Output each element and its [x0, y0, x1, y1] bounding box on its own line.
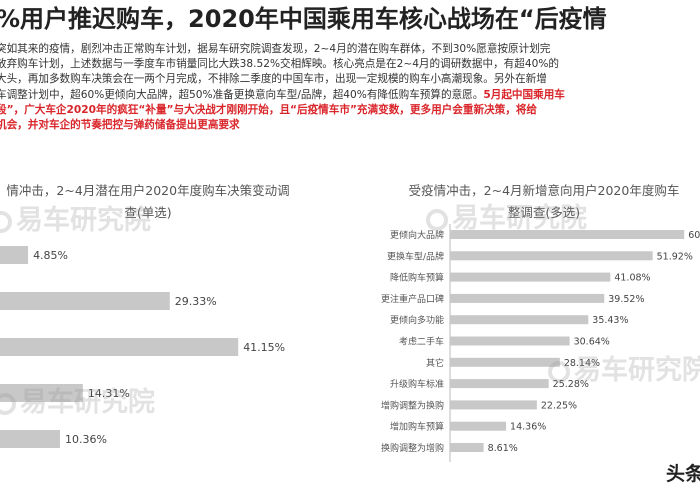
right-chart-value-label: 25.28%	[553, 379, 589, 390]
right-chart-category-label: 更倾向大品牌	[390, 229, 444, 241]
right-chart-value-label: 28.14%	[564, 358, 600, 369]
right-chart-category-label: 换购调整为增购	[381, 442, 444, 454]
right-chart-category-label: 更换车型/品牌	[387, 250, 444, 262]
article-paragraph: 突如其来的疫情，剧烈冲击正常购车计划，据易车研究院调查发现，2~4月的潜在购车群…	[0, 42, 700, 133]
left-chart-bar	[0, 430, 60, 448]
right-chart-value-label: 39.52%	[608, 294, 644, 305]
paragraph-line-5: 段”，广大车企2020年的疯狂“补量”与大决战才刚刚开始，且“后疫情车市”充满变…	[0, 103, 700, 118]
corner-brand-logo: 头条	[665, 463, 700, 485]
right-chart-value-label: 35.43%	[592, 315, 628, 326]
paragraph-line-3: 大头，再加多数购车决策会在一两个月完成，不排除二季度的中国车市，出现一定规模的购…	[0, 73, 547, 86]
left-chart-title: 情冲击，2~4月潜在用户2020年度购车决策变动调 查(单选)	[0, 180, 298, 224]
right-chart-title: 受疫情冲击，2~4月新增意向用户2020年度购车 整调查(多选)	[384, 180, 700, 224]
right-chart-value-label: 51.92%	[657, 251, 693, 262]
right-chart-value-label: 14.36%	[510, 422, 546, 433]
left-chart-value-label: 4.85%	[33, 249, 68, 262]
right-chart-category-label: 更倾向多功能	[390, 314, 444, 326]
left-chart-value-label: 41.15%	[243, 341, 285, 354]
right-chart-category-label: 增购调整为换购	[381, 399, 444, 411]
right-chart-value-label: 41.08%	[614, 273, 650, 284]
right-chart-bar	[450, 421, 507, 431]
right-chart-bar	[450, 230, 685, 239]
right-chart-bar	[450, 400, 537, 410]
left-chart-bar	[0, 292, 170, 310]
paragraph-highlight-2b: 广大车企2020年的疯狂“补量”与大决战才刚刚开始，且“后疫情车市”充满变数，更…	[24, 103, 538, 116]
left-chart-value-label: 14.31%	[88, 387, 130, 400]
right-chart-category-label: 升级购车标准	[390, 378, 444, 390]
right-chart-bar	[450, 336, 570, 346]
left-chart-value-label: 10.36%	[65, 433, 107, 446]
right-chart-value-label: 8.61%	[488, 443, 518, 454]
left-chart-bar	[0, 246, 29, 264]
right-chart-title-line1: 受疫情冲击，2~4月新增意向用户2020年度购车	[408, 183, 680, 198]
right-chart-bar	[450, 443, 484, 452]
left-chart-title-line1: 情冲击，2~4月潜在用户2020年度购车决策变动调	[6, 183, 290, 198]
right-chart-category-label: 降低购车预算	[390, 272, 444, 284]
left-chart-title-line2: 查(单选)	[124, 205, 172, 220]
right-chart-value-label: 22.25%	[541, 400, 577, 411]
right-chart-bar	[450, 293, 605, 303]
left-chart-bar	[0, 338, 239, 356]
paragraph-line-1: 突如其来的疫情，剧烈冲击正常购车计划，据易车研究院调查发现，2~4月的潜在购车群…	[0, 43, 551, 55]
right-chart-category-label: 其它	[426, 357, 444, 369]
paragraph-highlight-2a: 段”，	[0, 103, 25, 116]
right-chart-value-label: 60	[688, 230, 700, 241]
left-bar-chart: 4.85% 29.33% 41.15% 14.31% 10.36%	[0, 246, 285, 448]
right-chart-title-line2: 整调查(多选)	[507, 205, 581, 220]
right-chart-bar	[450, 251, 653, 261]
paragraph-line-4: 车调整计划中，超60%更倾向大品牌，超50%准备更换意向车型/品牌，超40%有降…	[0, 88, 700, 103]
right-chart-bar	[450, 272, 611, 282]
left-chart-bar	[0, 384, 83, 402]
right-chart-bar	[450, 379, 549, 389]
paragraph-line-2: 放弃购车计划，上述数据与一季度车市销量同比大跌38.52%交相辉映。核心亮点是在…	[0, 58, 560, 71]
right-chart-category-label: 增加购车预算	[390, 421, 444, 433]
page-headline: %用户推迟购车，2020年中国乘用车核心战场在“后疫情	[0, 5, 607, 33]
left-chart-value-label: 29.33%	[175, 295, 217, 308]
right-chart-bar	[450, 315, 589, 325]
right-chart-category-label: 考虑二手车	[399, 336, 444, 348]
right-chart-bar	[450, 357, 560, 367]
right-chart-value-label: 30.64%	[574, 337, 610, 348]
right-chart-category-label: 更注重产品口碑	[381, 293, 444, 305]
paragraph-highlight-1: 5月起中国乘用车	[483, 88, 565, 101]
right-bar-chart: 更倾向大品牌 60 更换车型/品牌 51.92% 降低购车预算 41.08% 更注重产品口碑…	[381, 224, 700, 462]
paragraph-line-6: 机会，并对车企的节奏把控与弹药储备提出更高要求	[0, 119, 240, 132]
paragraph-line-4-text: 车调整计划中，超60%更倾向大品牌，超50%准备更换意向车型/品牌，超40%有降…	[0, 88, 484, 101]
